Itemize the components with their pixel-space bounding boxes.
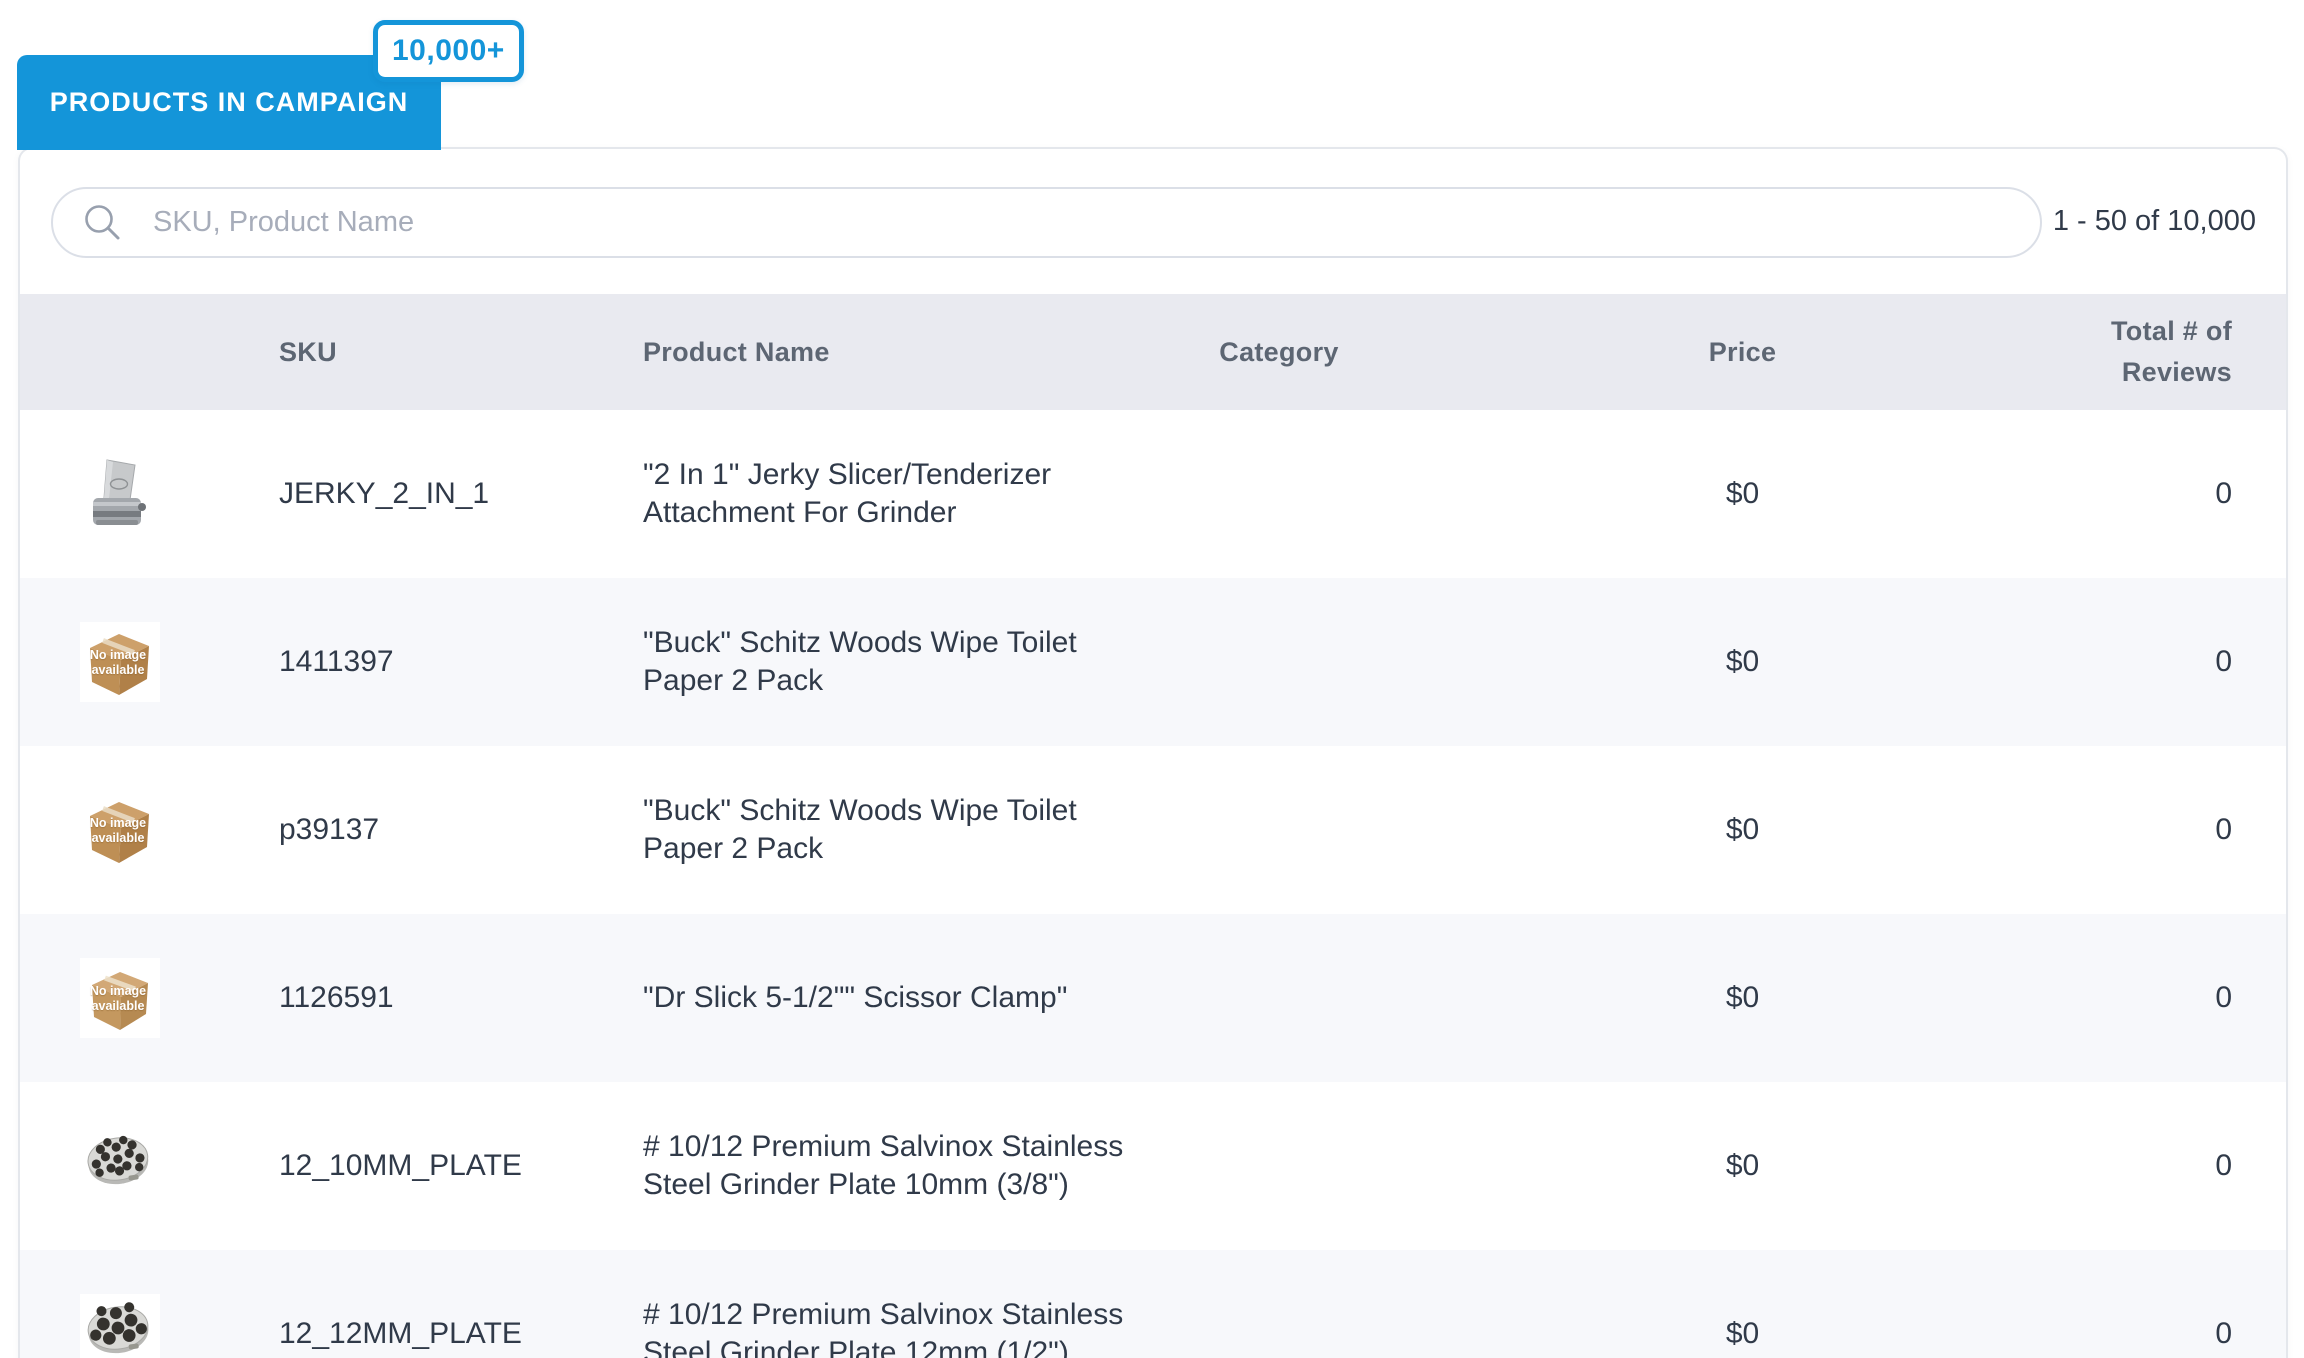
table-row[interactable]: No image available 1411397 "Buck" Schitz… [20, 578, 2286, 746]
product-price: $0 [1725, 813, 1760, 846]
product-price: $0 [1725, 981, 1760, 1014]
column-header-category: Category [1219, 336, 1339, 367]
product-name: # 10/12 Premium Salvinox Stainless Steel… [643, 1130, 1124, 1201]
table-row[interactable]: 12_12MM_PLATE # 10/12 Premium Salvinox S… [20, 1250, 2286, 1358]
product-review-count: 0 [2215, 477, 2232, 510]
search-row: 1 - 50 of 10,000 [20, 149, 2286, 294]
product-sku: p39137 [279, 813, 380, 846]
no-image-label: No image available [89, 816, 147, 845]
search-input[interactable] [153, 192, 2040, 253]
no-image-box-thumbnail: No image available [80, 790, 160, 870]
product-review-count: 0 [2215, 1317, 2232, 1350]
table-row[interactable]: JERKY_2_IN_1 "2 In 1" Jerky Slicer/Tende… [20, 410, 2286, 578]
jerky-slicer-thumbnail [80, 454, 160, 534]
table-row[interactable]: No image available p39137 "Buck" Schitz … [20, 746, 2286, 914]
product-name: "Buck" Schitz Woods Wipe Toilet Paper 2 … [643, 794, 1077, 865]
table-row[interactable]: 12_10MM_PLATE # 10/12 Premium Salvinox S… [20, 1082, 2286, 1250]
no-image-label: No image available [89, 984, 147, 1013]
grinder-plate-thumbnail [80, 1126, 160, 1206]
search-field[interactable] [51, 187, 2042, 258]
product-sku: 12_12MM_PLATE [279, 1317, 522, 1350]
no-image-box-thumbnail: No image available [80, 958, 160, 1038]
product-review-count: 0 [2215, 1149, 2232, 1182]
product-sku: 1411397 [279, 645, 394, 678]
column-header-total-reviews-line1: Total # of [2111, 316, 2232, 346]
product-price: $0 [1725, 477, 1760, 510]
column-header-sku: SKU [279, 336, 337, 367]
table-row[interactable]: No image available 1126591 "Dr Slick 5-1… [20, 914, 2286, 1082]
product-review-count: 0 [2215, 981, 2232, 1014]
column-header-total-reviews-line2: Reviews [2121, 357, 2232, 387]
products-count-badge: 10,000+ [373, 20, 524, 82]
grinder-plate-thumbnail [80, 1294, 160, 1358]
product-price: $0 [1725, 645, 1760, 678]
product-name: "Buck" Schitz Woods Wipe Toilet Paper 2 … [643, 626, 1077, 697]
column-header-product-name: Product Name [643, 336, 830, 367]
column-header-price: Price [1708, 336, 1777, 367]
product-sku: 12_10MM_PLATE [279, 1149, 522, 1182]
search-icon [85, 204, 120, 239]
column-header-total-reviews: Total # of Reviews [2060, 311, 2290, 393]
table-header: SKU Product Name Category Price Total # … [20, 294, 2286, 410]
product-name: "Dr Slick 5-1/2"" Scissor Clamp" [643, 981, 1068, 1014]
tab-label: PRODUCTS IN CAMPAIGN [49, 87, 409, 117]
product-price: $0 [1725, 1317, 1760, 1350]
pagination-range: 1 - 50 of 10,000 [2052, 205, 2256, 237]
product-name: "2 In 1" Jerky Slicer/Tenderizer Attachm… [643, 458, 1052, 529]
no-image-label: No image available [89, 648, 147, 677]
product-review-count: 0 [2215, 645, 2232, 678]
product-review-count: 0 [2215, 813, 2232, 846]
products-count-badge-text: 10,000+ [392, 34, 505, 67]
no-image-box-thumbnail: No image available [80, 622, 160, 702]
product-sku: JERKY_2_IN_1 [279, 477, 490, 510]
product-sku: 1126591 [279, 981, 394, 1014]
products-panel: 1 - 50 of 10,000 SKU Product Name Catego… [18, 147, 2288, 1358]
product-price: $0 [1725, 1149, 1760, 1182]
product-name: # 10/12 Premium Salvinox Stainless Steel… [643, 1298, 1124, 1358]
tab-products-in-campaign[interactable]: PRODUCTS IN CAMPAIGN [17, 55, 441, 150]
